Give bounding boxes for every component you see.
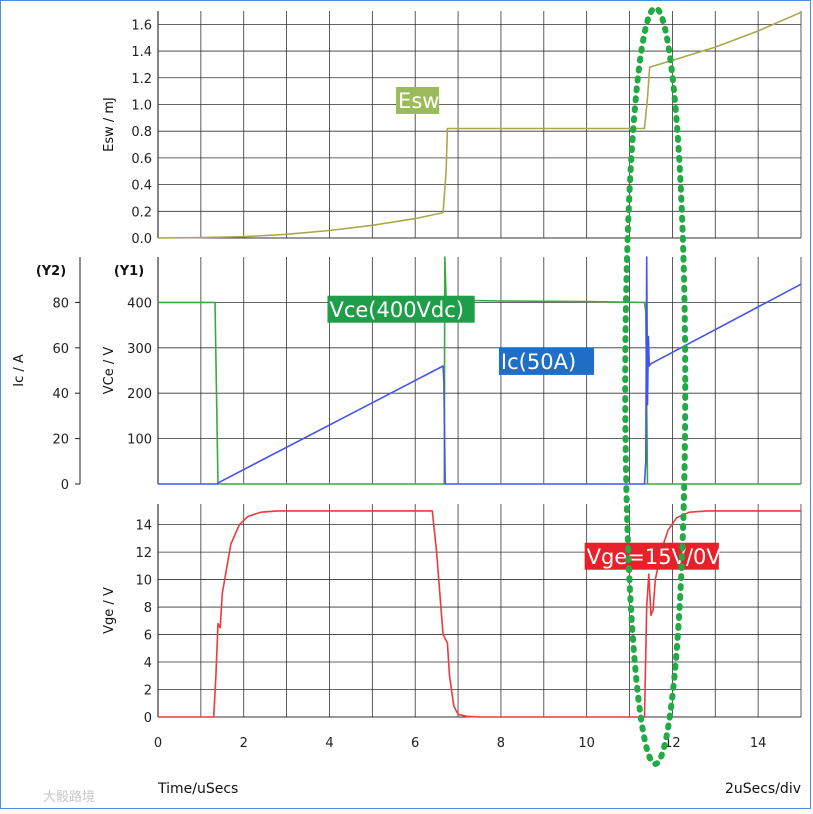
annotation-label: Vce(400Vdc) xyxy=(329,298,464,322)
x-tick-label: 14 xyxy=(750,736,767,751)
series-line-1 xyxy=(158,256,801,485)
y-tick-label: 300 xyxy=(127,342,152,357)
annotation-box xyxy=(396,86,440,114)
x-tick-label: 6 xyxy=(411,736,419,751)
time-per-division-label: 2uSecs/div xyxy=(725,781,801,797)
y-tick-label: 12 xyxy=(135,546,152,561)
y1-axis-header: (Y1) xyxy=(114,264,144,279)
y2-axis-header: (Y2) xyxy=(36,264,66,279)
watermark: 大骰路境 xyxy=(43,789,95,805)
y-tick-label: 1.0 xyxy=(131,98,152,113)
x-tick-label: 4 xyxy=(325,736,333,751)
y-tick-label: 10 xyxy=(135,574,152,589)
annotation-label: Esw xyxy=(398,89,439,113)
x-tick-label: 10 xyxy=(578,736,595,751)
y-tick-label: 0.2 xyxy=(131,205,152,220)
y-tick-label: 1.4 xyxy=(131,45,152,60)
y2-tick-label: 80 xyxy=(52,296,69,311)
annotation-box xyxy=(584,542,719,570)
y-tick-label: 0.4 xyxy=(131,179,152,194)
series-line-2 xyxy=(158,256,802,485)
y-tick-label: 400 xyxy=(127,296,152,311)
y-tick-label: 6 xyxy=(144,629,152,644)
annotation-label: Ic(50A) xyxy=(501,350,576,374)
y-axis-label: VCe / V xyxy=(102,347,117,395)
series-line-1 xyxy=(158,510,801,718)
annotation-label: Vge=15V/0V xyxy=(587,545,722,569)
x-tick-label: 0 xyxy=(154,736,162,751)
x-tick-label: 12 xyxy=(664,736,681,751)
y-tick-label: 100 xyxy=(127,433,152,448)
x-axis-label: Time/uSecs xyxy=(157,781,238,797)
y-tick-label: 1.2 xyxy=(131,72,152,87)
y-tick-label: 8 xyxy=(144,601,152,616)
series-line-1 xyxy=(157,11,802,239)
y-tick-label: 0.0 xyxy=(131,232,152,247)
y-axis-label: Vge / V xyxy=(102,587,117,634)
y-tick-label: 0.6 xyxy=(131,152,152,167)
y-tick-label: 0.8 xyxy=(131,125,152,140)
y2-tick-label: 60 xyxy=(52,342,69,357)
y-tick-label: 14 xyxy=(135,519,152,534)
y2-tick-label: 0 xyxy=(61,478,69,493)
y2-axis-label: Ic / A xyxy=(12,354,27,387)
annotation-box xyxy=(498,347,595,375)
x-tick-label: 2 xyxy=(240,736,248,751)
y-tick-label: 1.6 xyxy=(131,18,152,33)
y-tick-label: 4 xyxy=(144,656,152,671)
highlight-ellipse xyxy=(622,5,689,767)
y2-tick-label: 40 xyxy=(52,387,69,402)
y-tick-label: 2 xyxy=(144,684,152,699)
y-tick-label: 200 xyxy=(127,387,152,402)
y-axis-label: Esw / mJ xyxy=(102,97,117,152)
x-tick-label: 8 xyxy=(497,736,505,751)
annotation-box xyxy=(327,295,475,323)
y-tick-label: 0 xyxy=(144,711,152,726)
y2-tick-label: 20 xyxy=(52,433,69,448)
